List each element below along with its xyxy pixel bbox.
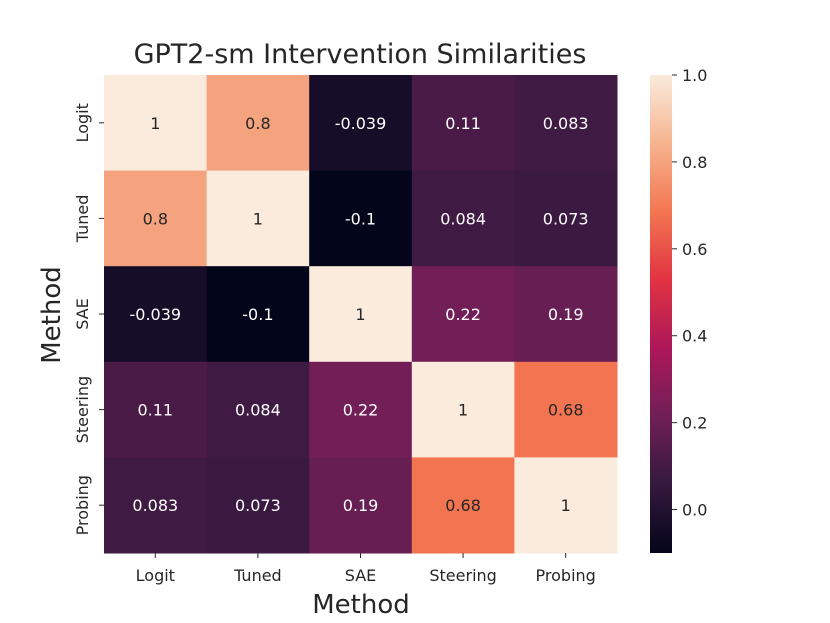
- colorbar-tick-label: 0.6: [682, 240, 707, 259]
- cell-value-label: -0.039: [335, 114, 387, 133]
- heatmap-cells: 1 0.8 -0.039 0.11 0.083 0.8 1 -0.1 0.084 0.073 -0.…: [104, 75, 618, 554]
- heatmap-cell: [411, 170, 515, 267]
- cell-value-label: 0.084: [440, 209, 486, 228]
- heatmap-cell: [206, 75, 310, 172]
- cell-value-label: 0.073: [235, 496, 281, 515]
- cell-value-label: 0.8: [143, 209, 168, 228]
- cell-value-label: 1: [458, 401, 468, 420]
- heatmap-cell: [514, 266, 618, 363]
- x-axis-ticks: Logit Tuned SAE Steering Probing: [136, 553, 596, 585]
- cell-value-label: 0.19: [548, 305, 584, 324]
- cell-value-label: -0.039: [130, 305, 182, 324]
- y-tick-label: SAE: [73, 298, 92, 330]
- colorbar: [650, 75, 672, 553]
- cell-value-label: 0.22: [445, 305, 481, 324]
- cell-value-label: 0.073: [543, 209, 589, 228]
- x-tick-label: SAE: [345, 566, 377, 585]
- x-tick-label: Probing: [536, 566, 596, 585]
- cell-value-label: 0.68: [445, 496, 481, 515]
- colorbar-tick-label: 0.0: [682, 501, 707, 520]
- colorbar-tick-label: 0.8: [682, 153, 707, 172]
- heatmap-cell: [206, 361, 310, 458]
- cell-value-label: -0.1: [242, 305, 273, 324]
- cell-value-label: 0.083: [132, 496, 178, 515]
- cell-value-label: 0.22: [343, 401, 379, 420]
- heatmap-cell: [309, 457, 413, 554]
- heatmap-cell: [309, 170, 413, 267]
- y-tick-label: Tuned: [73, 195, 92, 244]
- heatmap-cell: [309, 266, 413, 363]
- cell-value-label: 1: [253, 209, 263, 228]
- cell-value-label: 0.084: [235, 401, 281, 420]
- y-tick-label: Probing: [73, 475, 92, 535]
- cell-value-label: 1: [150, 114, 160, 133]
- x-axis-label: Method: [312, 590, 410, 620]
- heatmap-cell: [104, 457, 208, 554]
- colorbar-tick-label: 0.2: [682, 414, 707, 433]
- x-tick-label: Logit: [136, 566, 175, 585]
- heatmap-cell: [514, 361, 618, 458]
- x-tick-label: Steering: [429, 566, 496, 585]
- x-tick-label: Tuned: [233, 566, 282, 585]
- heatmap-cell: [104, 361, 208, 458]
- heatmap-cell: [411, 266, 515, 363]
- heatmap-cell: [206, 170, 310, 267]
- heatmap-cell: [411, 361, 515, 458]
- heatmap-cell: [104, 266, 208, 363]
- heatmap-cell: [206, 266, 310, 363]
- heatmap-cell: [411, 457, 515, 554]
- heatmap-cell: [104, 75, 208, 172]
- heatmap-cell: [514, 457, 618, 554]
- heatmap-cell: [309, 75, 413, 172]
- chart-title: GPT2-sm Intervention Similarities: [134, 39, 587, 70]
- heatmap-cell: [206, 457, 310, 554]
- cell-value-label: 0.8: [245, 114, 270, 133]
- cell-value-label: 0.083: [543, 114, 589, 133]
- y-tick-label: Steering: [73, 376, 92, 443]
- cell-value-label: 0.11: [445, 114, 481, 133]
- y-axis-label: Method: [37, 266, 67, 364]
- cell-value-label: 1: [355, 305, 365, 324]
- colorbar-tick-label: 0.4: [682, 327, 707, 346]
- cell-value-label: 0.19: [343, 496, 379, 515]
- y-axis-ticks: Logit Tuned SAE Steering Probing: [73, 103, 104, 535]
- cell-value-label: 0.68: [548, 401, 584, 420]
- heatmap-cell: [309, 361, 413, 458]
- colorbar-tick-label: 1.0: [682, 66, 707, 85]
- cell-value-label: 1: [561, 496, 571, 515]
- heatmap-cell: [411, 75, 515, 172]
- y-tick-label: Logit: [73, 103, 92, 142]
- heatmap-cell: [514, 75, 618, 172]
- heatmap-cell: [514, 170, 618, 267]
- cell-value-label: 0.11: [137, 401, 173, 420]
- colorbar-ticks: 0.0 0.2 0.4 0.6 0.8 1.0: [672, 66, 707, 520]
- heatmap-cell: [104, 170, 208, 267]
- cell-value-label: -0.1: [345, 209, 376, 228]
